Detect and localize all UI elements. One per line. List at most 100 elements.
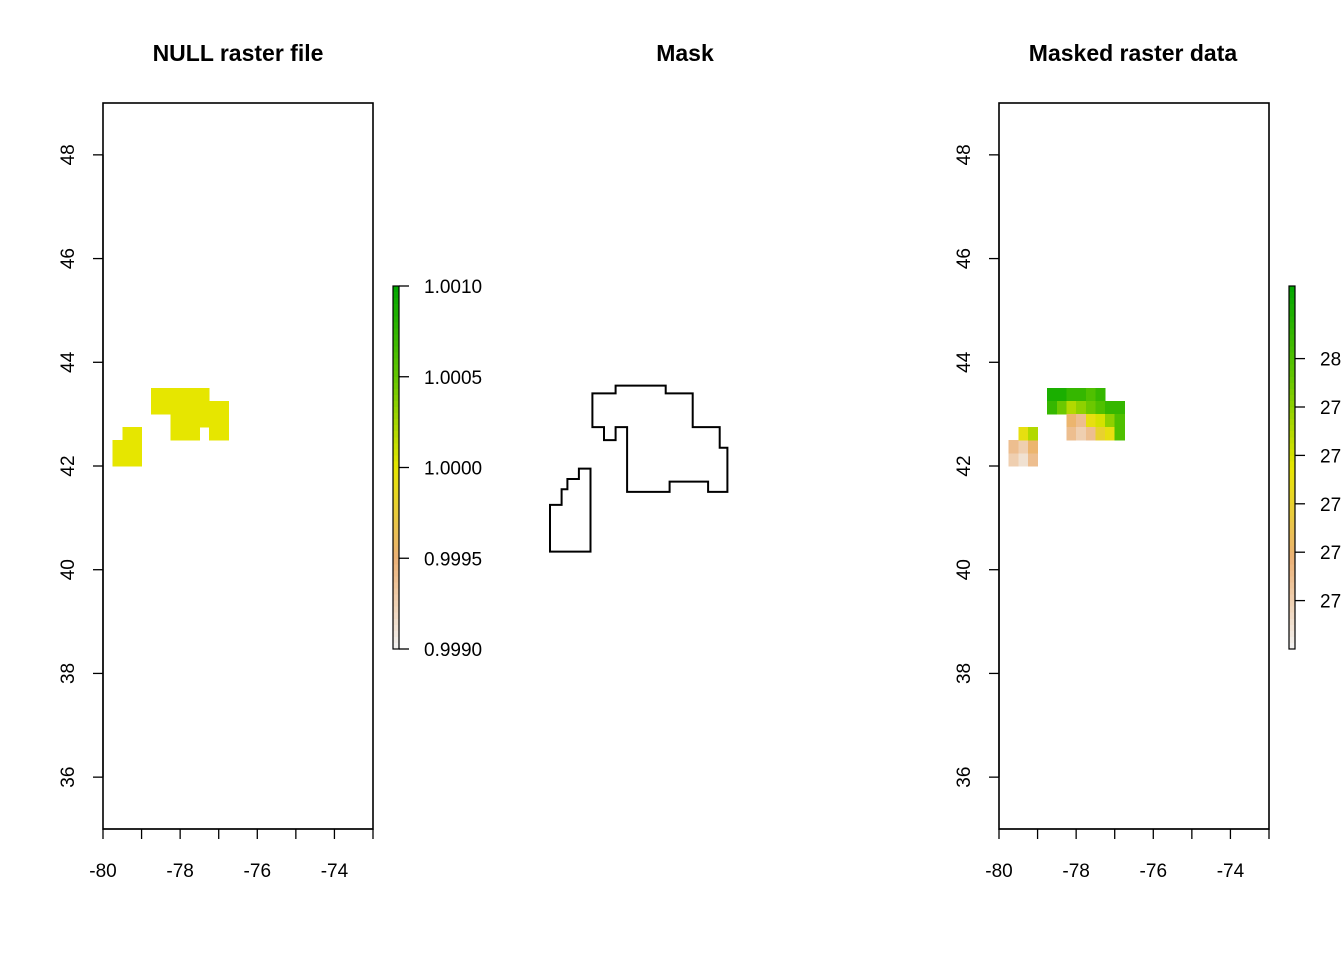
legend-swatch (1289, 437, 1295, 444)
legend-swatch (1289, 298, 1295, 305)
x-tick-label: -78 (166, 861, 193, 882)
raster-cell (122, 453, 133, 467)
legend-swatch (393, 642, 399, 650)
legend-swatch (393, 582, 399, 590)
raster-cell (131, 427, 143, 441)
legend-swatch (393, 370, 399, 378)
raster-cell (199, 388, 210, 402)
legend-swatch (393, 292, 399, 299)
legend-swatch (393, 612, 399, 620)
raster-cell (170, 401, 181, 415)
y-tick-label: 40 (954, 559, 975, 580)
raster-cell (180, 401, 191, 415)
legend-swatch (1289, 636, 1295, 644)
legend-tick-label: 27 (1320, 543, 1341, 564)
raster-cell (189, 388, 200, 402)
panel-title: Mask (656, 40, 714, 66)
y-tick-label: 38 (954, 663, 975, 684)
legend-swatch (393, 630, 399, 638)
legend-swatch (1289, 564, 1295, 571)
legend-swatch (393, 503, 399, 511)
legend-swatch (1289, 552, 1295, 559)
legend-swatch (1289, 455, 1295, 463)
legend-swatch (393, 322, 399, 329)
legend-swatch (1289, 509, 1295, 517)
raster-cell (1105, 414, 1116, 428)
raster-cell (122, 440, 133, 454)
legend-swatch (1289, 340, 1295, 348)
raster-cell (1095, 414, 1106, 428)
x-axis: -80 -78 -76 -74 (89, 828, 374, 882)
y-tick-label: 44 (954, 351, 975, 373)
legend-swatch (1289, 286, 1295, 293)
raster-cell (1056, 388, 1067, 402)
raster-cell (1076, 414, 1087, 428)
legend-swatch (1289, 364, 1295, 372)
raster-cell (1114, 427, 1125, 441)
mask-polygon (591, 384, 729, 493)
raster-cell (1047, 388, 1058, 402)
legend-swatch (1289, 376, 1295, 384)
legend-swatch (393, 298, 399, 305)
legend-tick-label: 28 (1320, 350, 1341, 371)
y-tick-label: 42 (954, 455, 975, 476)
legend-swatch (1289, 479, 1295, 487)
legend-swatch (393, 364, 399, 372)
legend-swatch (1289, 558, 1295, 565)
legend-tick-label: 0.9990 (424, 640, 482, 661)
legend-swatch (393, 509, 399, 517)
legend-swatch (393, 528, 399, 535)
raster-cell (160, 388, 171, 402)
legend-tick-label: 0.9995 (424, 549, 482, 570)
legend-swatch (1289, 382, 1295, 390)
x-axis: -80 -78 -76 -74 (985, 828, 1270, 882)
legend-swatch (1289, 546, 1295, 553)
y-tick-label: 42 (58, 455, 79, 476)
legend-swatch (1289, 485, 1295, 493)
raster-cell (1018, 440, 1029, 454)
legend-swatch (393, 334, 399, 342)
raster-cell (1095, 388, 1106, 402)
legend-swatch (1289, 407, 1295, 414)
legend-swatch (1289, 467, 1295, 475)
raster-cell (209, 414, 220, 428)
legend-tick-label: 27 (1320, 446, 1341, 467)
raster-cell (160, 401, 171, 415)
legend-swatch (1289, 322, 1295, 329)
legend-swatch (393, 558, 399, 565)
legend-swatch (393, 461, 399, 469)
x-tick-label: -80 (89, 861, 116, 882)
x-tick-label: -76 (244, 861, 271, 882)
panel-mask: Mask (549, 40, 729, 553)
x-tick-label: -76 (1140, 861, 1167, 882)
raster-cell (151, 388, 162, 402)
raster-cell (131, 440, 143, 454)
raster-cell (218, 427, 229, 441)
legend-swatch (393, 431, 399, 438)
y-tick-label: 40 (58, 559, 79, 580)
legend-tick-label: 27 (1320, 398, 1341, 419)
legend-swatch (393, 304, 399, 311)
y-axis: 36 38 40 42 44 46 48 (954, 144, 1000, 788)
legend-swatch (1289, 425, 1295, 432)
raster-cell (1114, 414, 1125, 428)
raster-cell (218, 414, 229, 428)
legend-swatch (1289, 630, 1295, 638)
raster-cell (131, 453, 143, 467)
legend-swatch (393, 552, 399, 559)
y-tick-label: 38 (58, 663, 79, 684)
legend-swatch (393, 588, 399, 596)
raster-cell (1085, 401, 1096, 415)
legend-swatch (1289, 491, 1295, 499)
raster-cell (1095, 427, 1106, 441)
x-tick-label: -74 (1217, 861, 1245, 882)
panel-title: Masked raster data (1029, 40, 1238, 66)
raster-cell (1076, 401, 1087, 415)
legend-swatch (393, 310, 399, 317)
legend-swatch (393, 491, 399, 499)
plot-frame (998, 102, 1270, 830)
raster-cell (151, 401, 162, 415)
raster-cells (1008, 388, 1125, 467)
legend-swatch (393, 479, 399, 487)
